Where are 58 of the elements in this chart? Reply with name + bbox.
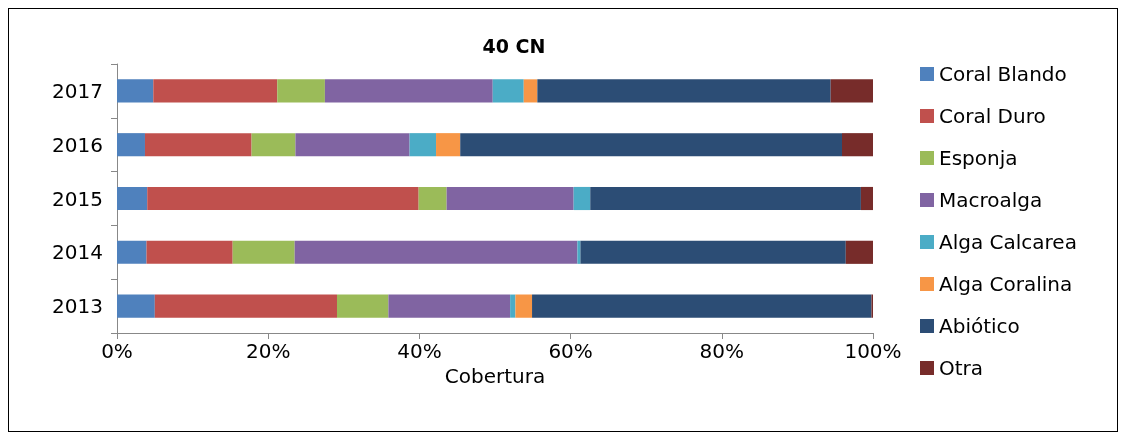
bar [388,294,511,318]
y-tick-label: 2014 [52,240,103,265]
legend-label: Alga Calcarea [939,230,1077,254]
bar [492,79,524,103]
bar [573,186,591,211]
bar [146,240,233,264]
x-tick-label: 80% [699,339,745,363]
x-tick-label: 60% [548,339,593,363]
legend-label: Coral Blando [939,62,1067,86]
bar [117,294,155,318]
chart-title: 40 CN [482,34,546,57]
y-tick-label: 2017 [52,78,103,103]
y-tick-label: 2015 [52,186,103,211]
bar [251,133,296,157]
bar [845,240,873,264]
bar [860,186,873,211]
bar [409,133,437,157]
bar [324,79,493,103]
x-tick-label: 40% [397,339,442,363]
bar [446,186,574,211]
bar [153,79,278,103]
bar [523,79,538,103]
legend-label: Macroalga [939,188,1043,212]
bar [460,133,842,157]
legend-label: Coral Duro [939,104,1046,128]
x-tick-label: 20% [245,339,291,363]
y-tick-label: 2016 [52,132,103,157]
x-axis-title: Cobertura [444,363,546,388]
bar [580,240,846,264]
bar [232,240,295,264]
bar [577,240,581,264]
bar [515,294,533,318]
bar [842,133,873,157]
bar [537,79,831,103]
bar [830,79,873,103]
x-tick-label: 100% [844,339,902,363]
legend-label: Otra [939,356,984,380]
legend-label: Alga Coralina [939,272,1073,296]
bar [436,133,461,157]
bar [117,240,147,264]
x-tick-label: 0% [101,339,133,363]
bar [295,133,410,157]
bar [337,294,389,318]
y-tick-label: 2013 [52,294,103,319]
legend-label: Abiótico [939,314,1020,338]
legend-label: Esponja [939,146,1018,170]
bar [147,186,419,211]
bar [117,133,145,157]
bar [590,186,861,211]
bar [154,294,337,318]
bar [144,133,252,157]
bar [418,186,447,211]
bar [117,186,148,211]
bar [510,294,516,318]
bar [532,294,872,318]
bar [294,240,578,264]
bar [117,79,154,103]
bar [277,79,325,103]
